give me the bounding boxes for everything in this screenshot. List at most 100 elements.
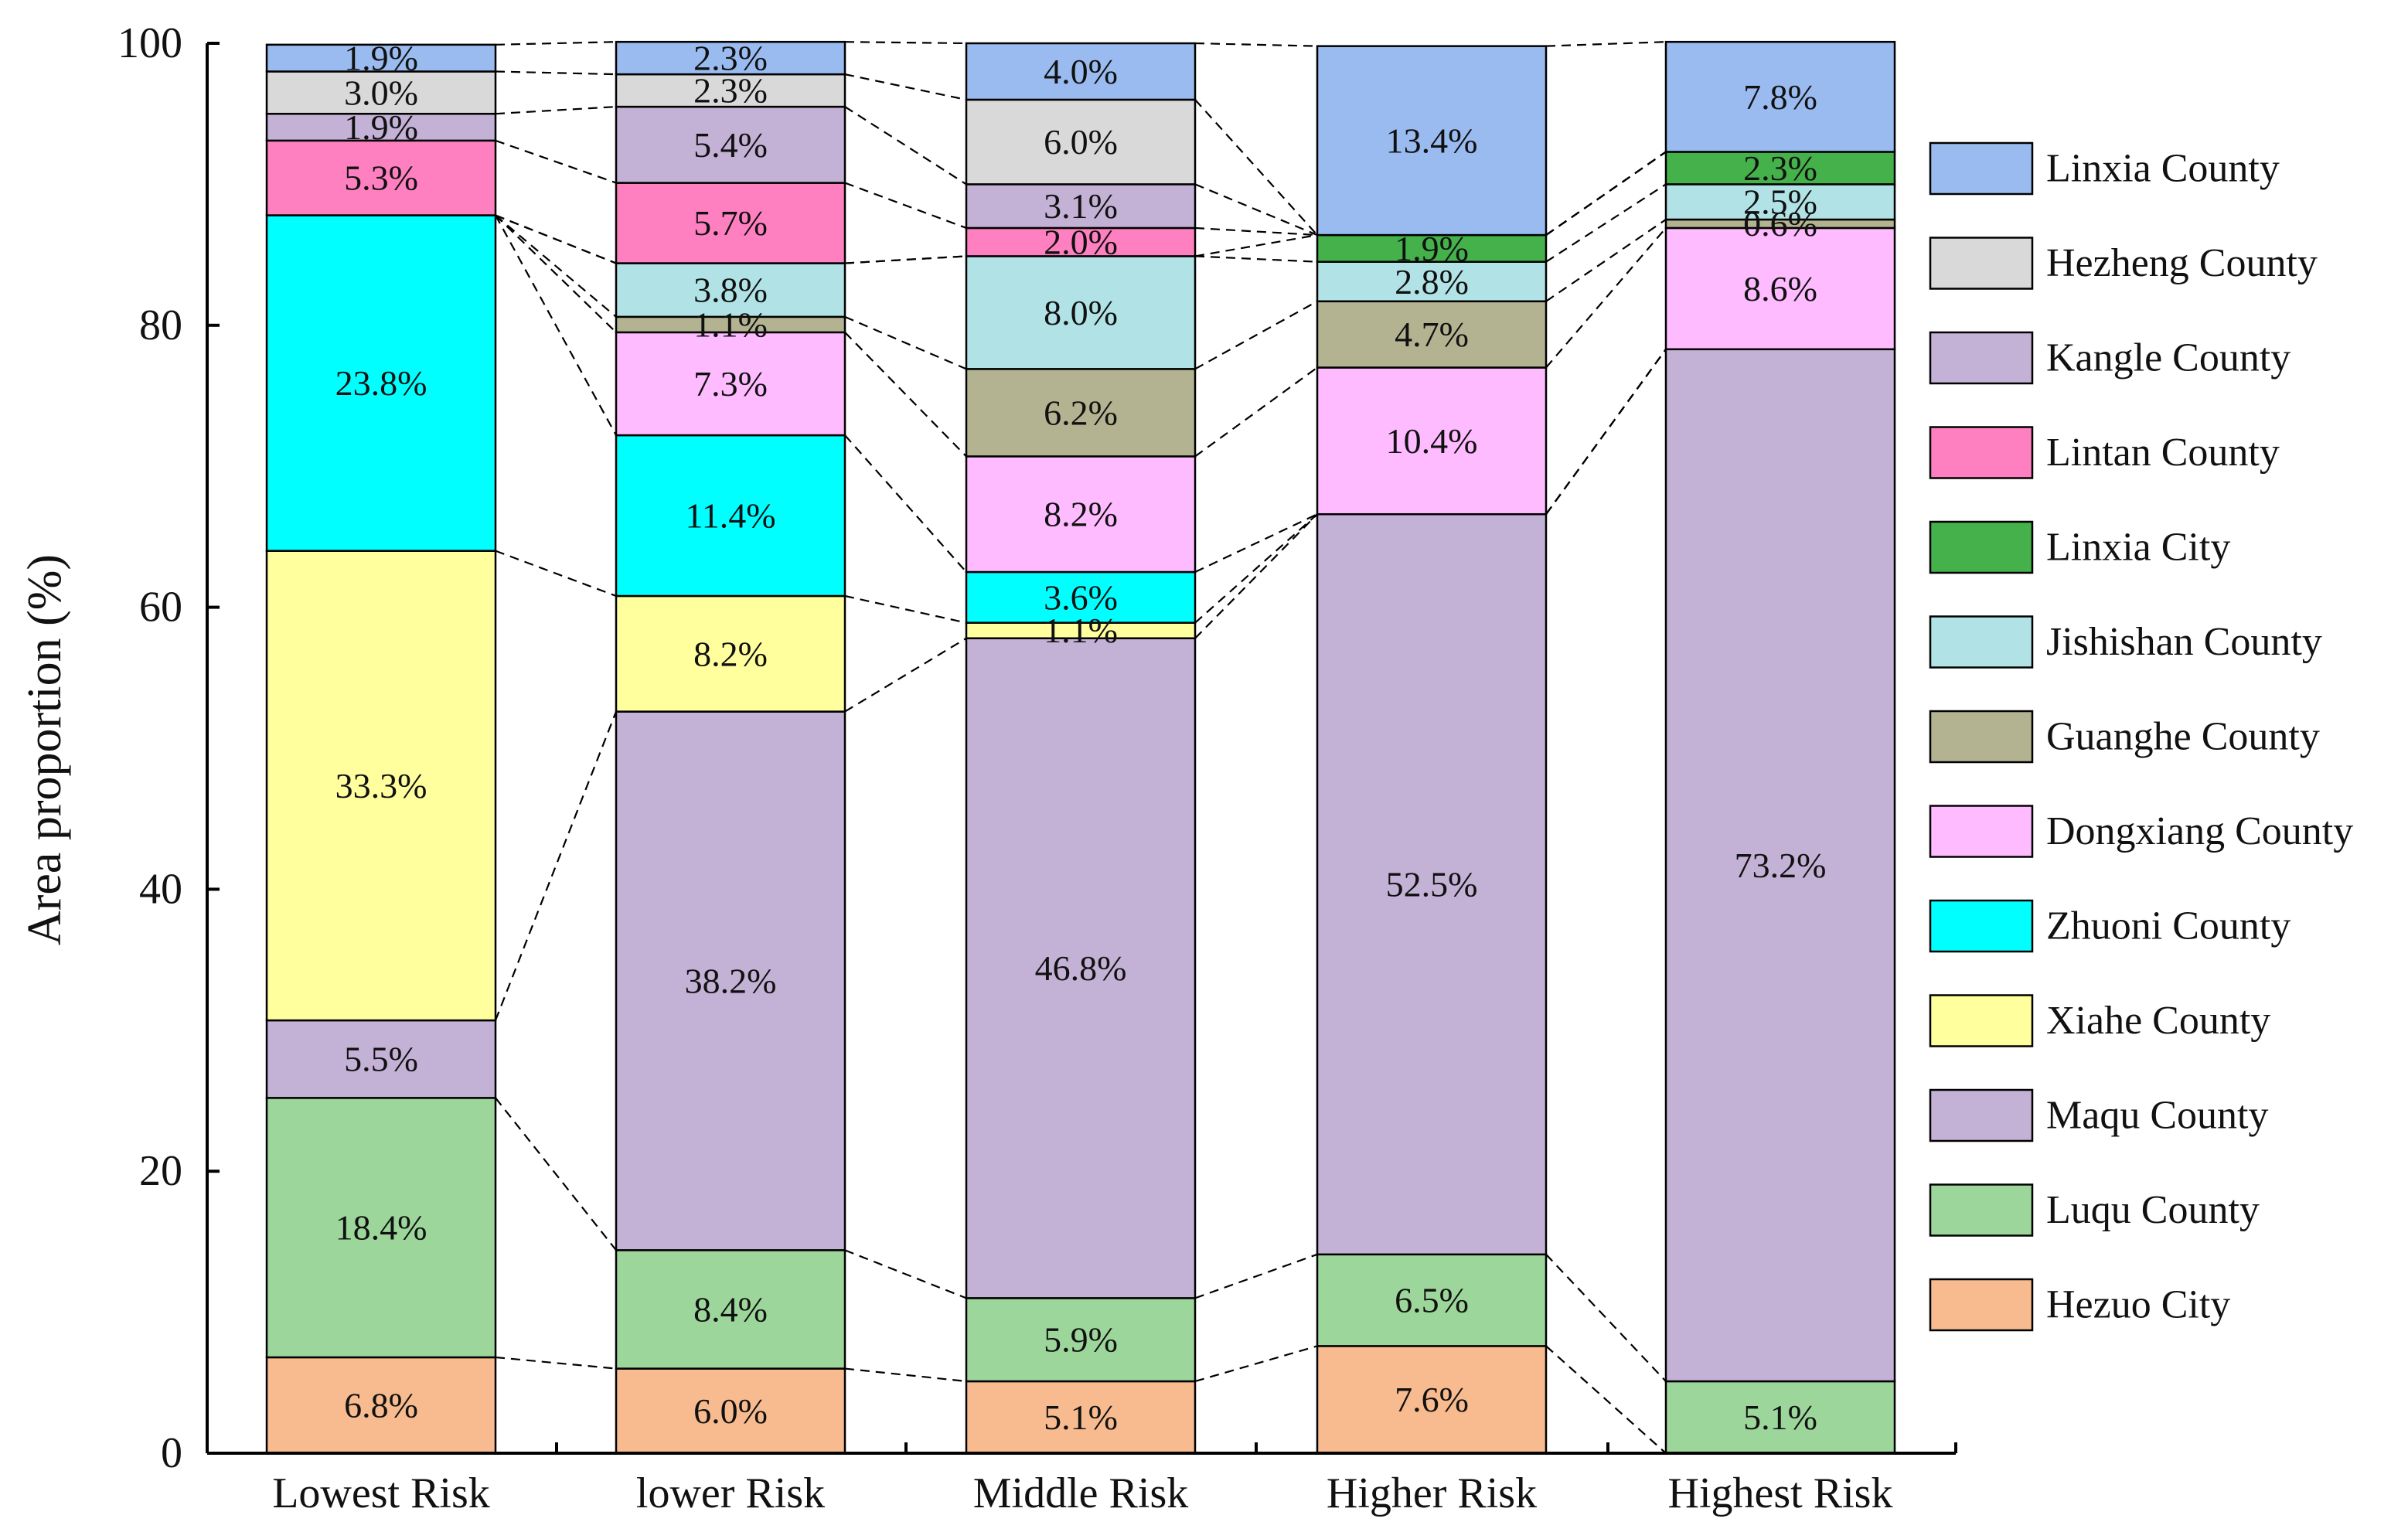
bar-value-label: 7.8%: [1743, 77, 1817, 117]
bar-value-label: 33.3%: [335, 766, 427, 805]
legend-label: Hezheng County: [2046, 241, 2318, 285]
bar-value-label: 2.0%: [1044, 223, 1118, 262]
bar-value-label: 5.5%: [344, 1040, 418, 1079]
bar-segment: [1316, 233, 1548, 263]
connector-line: [844, 1367, 967, 1383]
connector-line: [1545, 1254, 1667, 1382]
connector-line: [1194, 42, 1318, 47]
bar-segment: [965, 455, 1197, 574]
connector-line: [1194, 183, 1318, 237]
legend-label: Linxia City: [2046, 526, 2230, 570]
connector-line: [1545, 41, 1667, 47]
connector-lines: [494, 41, 1667, 1454]
bar-segment: [1664, 151, 1896, 186]
legend-swatch: [1929, 994, 2034, 1047]
legend-label: Guanghe County: [2046, 715, 2320, 759]
bar-value-label: 23.8%: [335, 363, 427, 403]
bar-value-label: 2.5%: [1743, 182, 1817, 222]
bar-value-label: 5.1%: [1044, 1398, 1118, 1437]
legend-swatch: [1929, 805, 2034, 858]
bar-value-label: 7.6%: [1395, 1380, 1469, 1419]
bar-segment: [265, 1356, 497, 1455]
legend-label: Luqu County: [2046, 1188, 2260, 1232]
connector-line: [495, 105, 617, 115]
bar-segment: [615, 331, 846, 437]
legend-label: Jishishan County: [2046, 620, 2322, 664]
connector-line: [844, 332, 967, 458]
legend-label: Xiahe County: [2046, 999, 2270, 1043]
bar-value-label: 1.1%: [1044, 611, 1118, 650]
bar-segment: [965, 637, 1197, 1299]
bar-value-label: 2.3%: [693, 71, 768, 111]
bar-segment: [1664, 1380, 1896, 1455]
bar-value-label: 1.9%: [344, 107, 418, 147]
bar-segment: [965, 368, 1197, 458]
connector-line: [844, 594, 967, 624]
bar-segment: [965, 183, 1197, 230]
connector-line: [1194, 1345, 1318, 1383]
connector-line: [495, 1356, 617, 1370]
bar-value-label: 3.0%: [344, 73, 418, 112]
bars-group: [265, 40, 1896, 1455]
bar-segment: [1664, 226, 1896, 351]
bar-value-label: 4.0%: [1044, 52, 1118, 91]
legend-swatch: [1929, 899, 2034, 953]
bar-value-label: 1.1%: [693, 305, 768, 344]
connector-line: [1194, 513, 1318, 573]
bar-value-label: 6.0%: [1044, 122, 1118, 162]
connector-line: [1194, 226, 1318, 237]
legend-swatch: [1929, 331, 2034, 385]
connector-line: [1545, 1345, 1667, 1454]
legend-swatch: [1929, 426, 2034, 479]
connector-line: [1194, 366, 1318, 458]
bar-value-label: 8.0%: [1044, 293, 1118, 332]
connector-line: [495, 139, 617, 184]
x-categories-group: Lowest Risk lower Risk Middle Risk Higher R…: [206, 1442, 1957, 1517]
bar-segment: [965, 255, 1197, 370]
bar-value-label: 8.6%: [1743, 269, 1817, 308]
connector-line: [495, 1097, 617, 1251]
x-category-label: Higher Risk: [1327, 1469, 1537, 1517]
bar-segment: [615, 182, 846, 264]
bar-segment: [1316, 1253, 1548, 1347]
legend-swatch: [1929, 710, 2034, 764]
bar-segment: [615, 1249, 846, 1370]
bar-segment: [615, 73, 846, 108]
bar-segment: [965, 570, 1197, 624]
bar-value-label: 2.3%: [1743, 148, 1817, 188]
legend-swatch: [1929, 141, 2034, 196]
bar-segment: [615, 105, 846, 184]
connector-line: [844, 434, 967, 573]
bar-value-label: 8.4%: [693, 1289, 768, 1329]
y-tick-label: 60: [139, 584, 182, 632]
legend-label: Lintan County: [2046, 431, 2280, 475]
bar-value-label: 2.8%: [1395, 262, 1469, 301]
legend-label: Hezuo City: [2046, 1283, 2230, 1327]
y-tick-label: 80: [139, 301, 182, 349]
connector-line: [844, 637, 967, 713]
bar-value-label: 5.9%: [1044, 1320, 1118, 1360]
x-category-label: lower Risk: [636, 1469, 825, 1517]
connector-line: [1545, 227, 1667, 369]
bar-segment: [615, 262, 846, 318]
legend-label: Dongxiang County: [2046, 809, 2353, 853]
bar-segment: [1664, 40, 1896, 153]
bar-segment: [1316, 366, 1548, 516]
bar-segment: [615, 594, 846, 713]
y-tick-label: 20: [139, 1147, 182, 1195]
bar-segment: [1316, 512, 1548, 1256]
bar-value-label: 6.2%: [1044, 393, 1118, 432]
bar-segment: [615, 40, 846, 76]
connector-line: [1545, 349, 1667, 515]
connector-line: [844, 1249, 967, 1299]
connector-line: [1194, 99, 1318, 236]
connector-line: [844, 73, 967, 101]
y-tick-label: 0: [161, 1429, 182, 1477]
x-category-label: Highest Risk: [1668, 1469, 1893, 1517]
legend-swatch: [1929, 615, 2034, 669]
bar-segment: [1316, 300, 1548, 369]
connector-line: [495, 214, 617, 333]
bar-value-label: 10.4%: [1386, 421, 1478, 461]
bar-value-label: 5.7%: [693, 203, 768, 243]
